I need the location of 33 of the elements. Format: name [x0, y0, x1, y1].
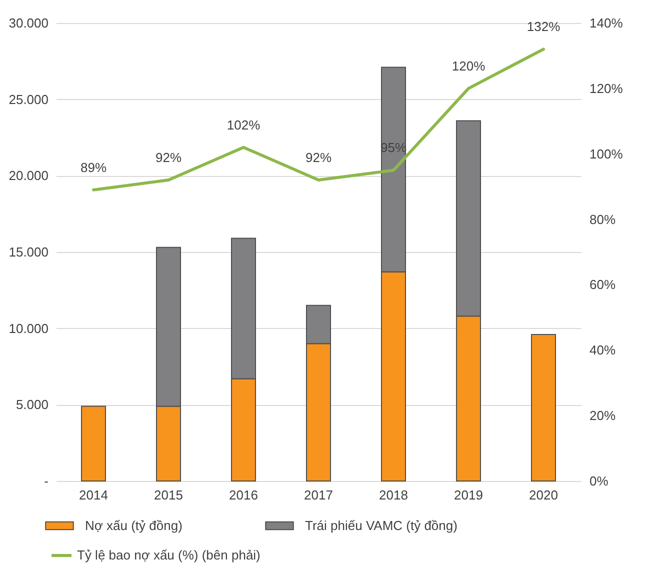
- x-tick-label: 2014: [79, 488, 108, 502]
- x-tick-label: 2016: [229, 488, 258, 502]
- data-label: 92%: [305, 150, 332, 166]
- x-tick-label: 2017: [304, 488, 333, 502]
- legend-label: Tỷ lệ bao nợ xấu (%) (bên phải): [77, 548, 260, 562]
- legend-label: Nợ xấu (tỷ đồng): [85, 518, 182, 533]
- y2-tick-label: 140%: [590, 16, 624, 30]
- y2-tick-label: 20%: [590, 408, 616, 424]
- data-label: 89%: [80, 160, 107, 175]
- data-label: 132%: [526, 19, 561, 34]
- y2-tick-label: 60%: [590, 277, 616, 292]
- y-tick-label: 5.000: [16, 397, 48, 412]
- y-tick-label: -: [44, 474, 48, 488]
- y-tick-label: 20.000: [8, 168, 48, 184]
- bar: [81, 406, 106, 482]
- data-label: 120%: [452, 58, 486, 74]
- y2-tick-label: 0%: [590, 474, 609, 488]
- data-label: 92%: [155, 150, 182, 166]
- y2-tick-label: 40%: [590, 342, 616, 358]
- y2-tick-label: 80%: [590, 212, 616, 227]
- data-label: 102%: [226, 117, 261, 132]
- y-tick-label: 15.000: [8, 244, 48, 260]
- y-tick-label: 25.000: [8, 92, 48, 107]
- legend-label: Trái phiếu VAMC (tỷ đồng): [305, 518, 458, 533]
- y2-tick-label: 100%: [590, 146, 624, 162]
- bar: [531, 334, 556, 482]
- y-tick-label: 10.000: [8, 320, 48, 336]
- x-tick-label: 2020: [529, 488, 558, 502]
- y2-tick-label: 120%: [590, 80, 624, 96]
- x-tick-label: 2018: [379, 488, 408, 502]
- x-tick-label: 2015: [154, 488, 183, 502]
- x-tick-label: 2019: [454, 488, 483, 502]
- y-tick-label: 30.000: [8, 16, 48, 30]
